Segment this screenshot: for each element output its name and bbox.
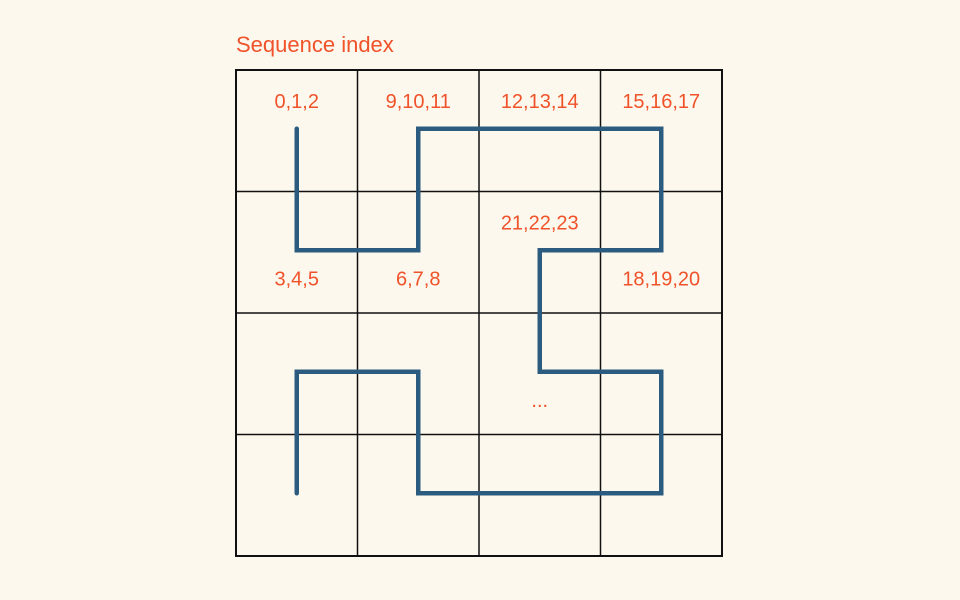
cell-label: 18,19,20 bbox=[622, 269, 700, 291]
sequence-path bbox=[294, 126, 664, 496]
cell-labels: 0,1,2 9,10,11 12,13,14 15,16,17 21,22,23 3,4,… bbox=[275, 91, 701, 412]
diagram-title: Sequence index bbox=[236, 32, 394, 57]
cell-label: 12,13,14 bbox=[501, 91, 579, 113]
cell-label: 21,22,23 bbox=[501, 213, 579, 235]
cell-label: 3,4,5 bbox=[275, 269, 319, 291]
cell-label: 6,7,8 bbox=[396, 269, 440, 291]
cell-label: 0,1,2 bbox=[275, 91, 319, 113]
hilbert-path-line bbox=[294, 126, 664, 496]
grid bbox=[235, 69, 723, 557]
cell-label: 15,16,17 bbox=[622, 91, 700, 113]
cell-label: ... bbox=[531, 390, 548, 412]
cell-label: 9,10,11 bbox=[386, 91, 451, 113]
